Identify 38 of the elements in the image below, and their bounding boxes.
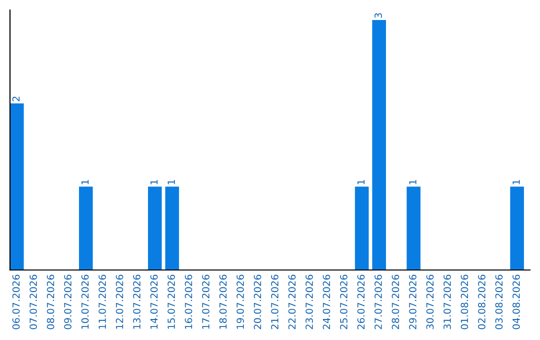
- x-tick-label: 18.07.2026: [219, 274, 227, 329]
- x-tick-label: 30.07.2026: [426, 274, 434, 330]
- data-label: 1: [168, 180, 175, 184]
- x-tick-label: 04.08.2026: [512, 274, 520, 330]
- x-tick-label: 20.07.2026: [254, 274, 262, 330]
- x-tick-label: 11.07.2026: [98, 274, 106, 329]
- x-tick-label: 09.07.2026: [64, 274, 72, 330]
- x-tick-label: 31.07.2026: [444, 274, 451, 330]
- x-tick-label: 12.07.2026: [116, 274, 124, 329]
- data-label: 1: [512, 180, 520, 184]
- x-tick-label: 07.07.2026: [30, 274, 37, 330]
- data-label: 1: [357, 180, 365, 184]
- x-tick-label: 24.07.2026: [322, 274, 330, 330]
- data-label: 1: [409, 180, 416, 184]
- x-tick-label: 25.07.2026: [340, 274, 348, 330]
- x-tick-label: 26.07.2026: [357, 274, 365, 330]
- x-tick-label: 22.07.2026: [288, 274, 296, 330]
- x-tick-label: 19.07.2026: [236, 274, 244, 329]
- data-label: 1: [81, 180, 89, 184]
- x-tick-label: 03.08.2026: [495, 274, 503, 330]
- data-label: 1: [150, 180, 158, 184]
- x-tick-label: 15.07.2026: [168, 274, 175, 329]
- x-tick-label: 29.07.2026: [409, 274, 416, 330]
- x-tick-label: 21.07.2026: [271, 274, 278, 330]
- x-tick-label: 23.07.2026: [306, 274, 313, 330]
- x-tick-label: 16.07.2026: [184, 274, 192, 329]
- x-tick-label: 17.07.2026: [202, 274, 210, 329]
- data-label: 3: [374, 13, 382, 18]
- data-label: 2: [12, 96, 20, 102]
- x-tick-label: 02.08.2026: [478, 274, 486, 330]
- x-tick-label: 14.07.2026: [150, 274, 158, 329]
- x-tick-label: 08.07.2026: [46, 274, 54, 330]
- x-tick-label: 13.07.2026: [133, 274, 140, 329]
- x-tick-label: 06.07.2026: [12, 274, 20, 330]
- x-tick-label: 01.08.2026: [460, 274, 468, 330]
- x-tick-label: 27.07.2026: [374, 274, 382, 330]
- x-tick-label: 28.07.2026: [392, 274, 400, 330]
- x-tick-label: 10.07.2026: [81, 274, 89, 329]
